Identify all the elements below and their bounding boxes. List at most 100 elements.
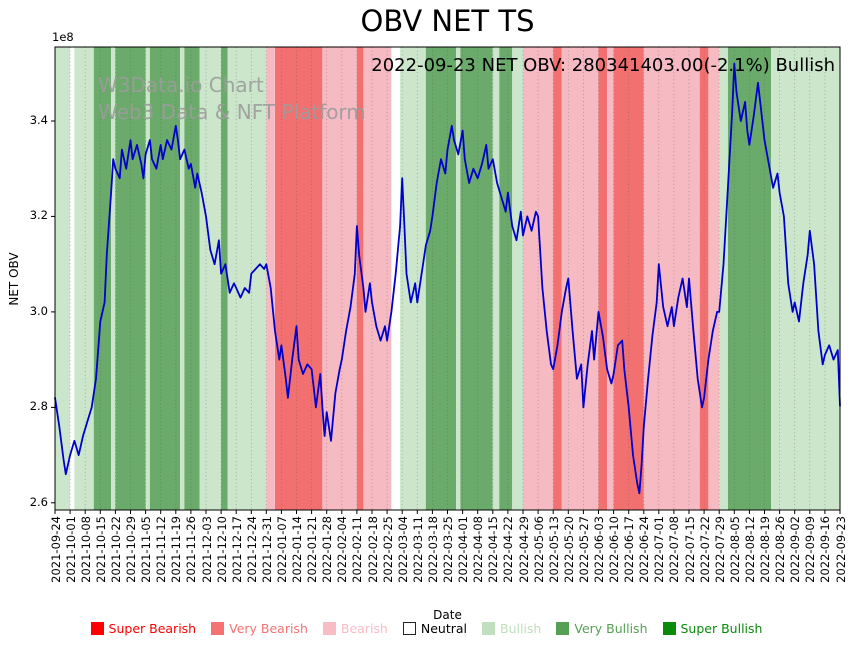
x-tick-label: 2022-09-16 (818, 516, 833, 583)
sentiment-band-bearish (561, 47, 599, 510)
x-tick-label: 2022-08-19 (758, 516, 772, 583)
legend-swatch-bullish (482, 622, 495, 635)
x-tick-label: 2022-01-21 (305, 516, 320, 583)
x-tick-label: 2021-12-03 (199, 516, 214, 583)
x-tick-label: 2021-10-08 (78, 516, 93, 583)
legend-swatch-very-bearish (211, 622, 225, 635)
x-tick-label: 2022-05-06 (531, 516, 546, 583)
legend-item-very-bullish: Very Bullish (556, 621, 648, 636)
legend-label-very-bearish: Very Bearish (229, 621, 308, 636)
legend-label-bullish: Bullish (500, 621, 542, 636)
y-tick-label: 3.4 (29, 113, 48, 127)
x-tick-label: 2022-06-17 (622, 516, 637, 583)
x-tick-label: 2022-05-27 (576, 516, 591, 583)
sentiment-band-neutral (391, 47, 400, 510)
x-tick-label: 2022-01-14 (290, 516, 304, 583)
legend-label-neutral: Neutral (420, 621, 467, 636)
sentiment-band-bullish (74, 47, 94, 510)
x-tick-label: 2022-04-29 (516, 516, 531, 583)
annotation-text: 2022-09-23 NET OBV: 280341403.00(-2.1%) … (371, 55, 835, 76)
chart-title: OBV NET TS (360, 4, 535, 38)
sentiment-band-bullish (512, 47, 523, 510)
y-axis-label: NET OBV (7, 252, 21, 306)
sentiment-band-very_bearish (613, 47, 644, 510)
x-tick-label: 2021-10-29 (124, 516, 138, 583)
x-tick-label: 2021-09-24 (48, 516, 63, 583)
x-tick-label: 2022-07-15 (682, 516, 697, 583)
x-tick-label: 2022-07-08 (667, 516, 682, 583)
obv-line-series (54, 62, 841, 495)
x-tick-label: 2021-11-05 (139, 516, 154, 583)
x-tick-label: 2021-11-19 (169, 516, 184, 583)
x-tick-label: 2022-08-05 (727, 516, 742, 583)
x-tick-label: 2022-05-13 (546, 516, 561, 583)
x-tick-label: 2022-04-22 (501, 516, 516, 583)
x-tick-label: 2021-10-01 (63, 516, 78, 583)
x-tick-label: 2022-03-25 (441, 516, 455, 583)
x-tick-label: 2022-05-20 (561, 516, 576, 583)
sentiment-band-bearish (643, 47, 700, 510)
x-tick-label: 2021-12-31 (259, 516, 274, 583)
x-tick-label: 2021-12-24 (244, 516, 259, 583)
watermark-line2: Web3 Data & NFT Platform (98, 100, 366, 124)
sentiment-band-bearish (363, 47, 392, 510)
x-tick-label: 2021-11-26 (184, 516, 199, 583)
y-axis-offset-label: 1e8 (52, 30, 74, 44)
watermark-line1: W3Data.io Chart (98, 73, 264, 97)
legend-item-neutral: Neutral (402, 621, 467, 636)
sentiment-band-bullish (55, 47, 71, 510)
x-tick-label: 2022-09-23 (833, 516, 848, 583)
legend-item-super-bearish: Super Bearish (90, 621, 197, 636)
x-tick-label: 2022-09-02 (788, 516, 803, 583)
x-tick-label: 2022-07-29 (712, 516, 727, 583)
y-tick-label: 2.8 (29, 399, 48, 414)
sentiment-band-very_bullish (460, 47, 493, 510)
legend-item-super-bullish: Super Bullish (662, 621, 762, 636)
legend-swatch-very-bullish (556, 622, 570, 635)
x-tick-label: 2022-04-08 (471, 516, 486, 583)
y-tick-label: 2.6 (29, 494, 48, 509)
legend-label-bearish: Bearish (340, 621, 388, 636)
legend-label-super-bearish: Super Bearish (108, 621, 197, 636)
sentiment-band-very_bullish (727, 47, 771, 510)
legend-swatch-bearish (322, 622, 336, 635)
x-tick-label: 2021-10-22 (108, 516, 123, 583)
x-tick-label: 2022-01-07 (274, 516, 289, 583)
sentiment-band-bearish (523, 47, 554, 510)
x-axis-label: Date (433, 608, 462, 622)
sentiment-band-bullish (719, 47, 728, 510)
x-tick-label: 2022-01-28 (320, 516, 335, 583)
legend-item-very-bearish: Very Bearish (211, 621, 308, 636)
sentiment-band-very_bullish (425, 47, 457, 510)
watermark: W3Data.io Chart Web3 Data & NFT Platform (98, 72, 366, 126)
legend-swatch-neutral (402, 622, 416, 635)
sentiment-band-neutral (70, 47, 75, 510)
legend-swatch-super-bearish (90, 622, 104, 635)
sentiment-band-bearish (607, 47, 614, 510)
sentiment-band-bearish (708, 47, 720, 510)
x-tick-label: 2022-06-24 (637, 516, 652, 583)
sentiment-band-very_bearish (699, 47, 709, 510)
x-tick-label: 2022-08-12 (742, 516, 757, 583)
x-tick-label: 2021-10-15 (93, 516, 108, 583)
x-tick-label: 2022-07-01 (652, 516, 667, 583)
x-tick-label: 2022-04-15 (486, 516, 501, 583)
sentiment-band-bullish (400, 47, 426, 510)
x-tick-label: 2022-03-18 (425, 516, 440, 583)
x-tick-label: 2022-08-26 (773, 516, 788, 583)
x-tick-label: 2021-11-12 (154, 516, 169, 583)
y-tick-label: 3.2 (29, 208, 48, 223)
x-tick-label: 2022-02-25 (380, 516, 395, 583)
x-tick-label: 2022-02-18 (365, 516, 380, 583)
sentiment-band-bullish (492, 47, 500, 510)
x-tick-label: 2021-12-17 (229, 516, 244, 583)
sentiment-band-very_bearish (553, 47, 562, 510)
x-tick-label: 2022-07-22 (697, 516, 712, 583)
x-tick-label: 2022-04-01 (456, 516, 471, 583)
x-tick-label: 2022-09-09 (803, 516, 818, 583)
legend-swatch-super-bullish (662, 622, 676, 635)
x-tick-label: 2022-02-04 (335, 516, 350, 583)
legend-label-very-bullish: Very Bullish (574, 621, 648, 636)
x-tick-label: 2022-02-11 (350, 516, 365, 583)
